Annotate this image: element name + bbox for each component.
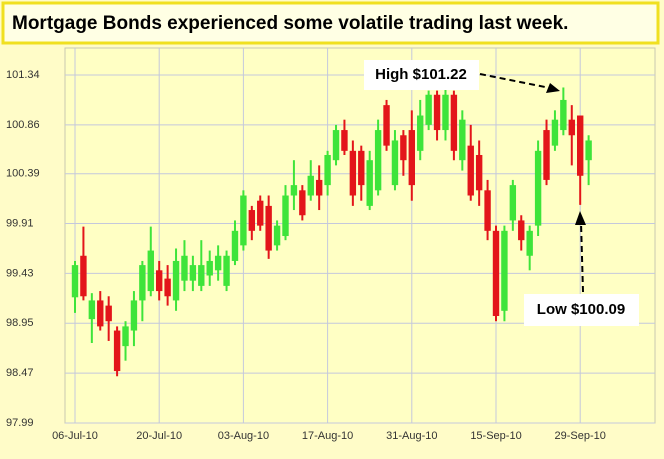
candle-body	[231, 230, 239, 261]
candle-body	[526, 230, 533, 256]
x-tick-label: 03-Aug-10	[218, 430, 269, 442]
candle-body	[509, 185, 517, 221]
y-tick-label: 100.86	[6, 119, 40, 131]
x-tick-label: 20-Jul-10	[136, 430, 182, 442]
candle-body	[433, 94, 441, 131]
candle-body	[492, 230, 500, 317]
candle-body	[198, 265, 205, 286]
title-box	[1, 1, 660, 45]
candle-body	[282, 195, 289, 237]
candle-body	[307, 175, 314, 196]
candle-body	[172, 260, 180, 301]
candle-body	[139, 265, 146, 301]
candle-body	[475, 154, 483, 191]
candle-body	[577, 115, 584, 176]
candle-body	[408, 130, 415, 186]
x-tick-label: 29-Sep-10	[555, 430, 606, 442]
x-tick-label: 17-Aug-10	[302, 430, 353, 442]
candle-body	[105, 305, 112, 322]
y-tick-label: 101.34	[6, 69, 40, 81]
annotation-box	[364, 60, 479, 90]
candle-body	[534, 150, 542, 226]
candle-body	[391, 140, 399, 186]
candle-body	[181, 255, 188, 281]
arrow-head	[546, 83, 560, 93]
arrow-line	[580, 221, 584, 293]
candle-body	[206, 260, 213, 276]
candle-body	[358, 150, 365, 186]
candle-body	[568, 119, 575, 136]
candle-body	[400, 135, 407, 161]
candle-body	[459, 119, 466, 161]
arrow-line	[479, 73, 551, 89]
candle-body	[442, 94, 449, 131]
candle-body	[324, 154, 331, 186]
y-tick-label: 99.43	[6, 267, 34, 279]
candle-body	[290, 185, 298, 196]
candle-body	[257, 200, 264, 226]
candle-body	[551, 119, 559, 146]
candle-body	[88, 300, 96, 320]
annotation-text: Low $100.09	[537, 301, 625, 318]
candle-body	[80, 255, 87, 297]
annotation-high: High $101.22	[364, 60, 560, 93]
candle-body	[467, 145, 474, 196]
candle-body	[417, 115, 424, 151]
candles	[71, 85, 592, 377]
candle-body	[374, 130, 382, 191]
y-tick-label: 98.95	[6, 317, 34, 329]
candle-body	[71, 265, 79, 298]
plot-area	[64, 47, 656, 424]
y-tick-label: 99.91	[6, 217, 34, 229]
candle-body	[425, 94, 432, 125]
candle-body	[223, 255, 230, 286]
annotation-text: High $101.22	[375, 66, 467, 83]
candle-body	[484, 190, 491, 231]
candle-body	[349, 150, 357, 196]
candle-body	[97, 300, 104, 327]
candle-body	[130, 300, 138, 331]
y-tick-label: 98.47	[6, 367, 34, 379]
candle-body	[450, 94, 458, 151]
candle-body	[332, 130, 340, 161]
x-tick-label: 31-Aug-10	[386, 430, 437, 442]
candle-body	[315, 179, 323, 196]
candle-body	[366, 160, 373, 206]
candle-body	[214, 255, 222, 271]
candle-body	[248, 210, 256, 231]
candle-body	[501, 230, 508, 311]
candle-body	[543, 130, 550, 180]
y-tick-label: 97.99	[6, 417, 34, 429]
candle-body	[585, 140, 592, 161]
candle-body	[240, 195, 247, 246]
candle-body	[122, 326, 129, 347]
candle-body	[341, 130, 348, 151]
annotation-low: Low $100.09	[524, 211, 639, 326]
chart-title: Mortgage Bonds experienced some volatile…	[12, 13, 568, 34]
arrow-head	[575, 211, 586, 225]
candle-body	[147, 250, 154, 292]
candle-body	[164, 278, 171, 297]
x-tick-label: 06-Jul-10	[52, 430, 98, 442]
candle-body	[518, 220, 525, 241]
candle-body	[265, 205, 272, 251]
annotation-box	[524, 294, 639, 326]
candle-body	[273, 225, 281, 246]
candle-body	[560, 99, 567, 131]
candle-body	[113, 330, 121, 372]
candle-body	[156, 270, 163, 292]
candle-body	[383, 105, 390, 146]
x-tick-label: 15-Sep-10	[470, 430, 521, 442]
y-tick-label: 100.39	[6, 168, 40, 180]
candle-body	[189, 265, 197, 281]
candle-body	[299, 190, 306, 216]
